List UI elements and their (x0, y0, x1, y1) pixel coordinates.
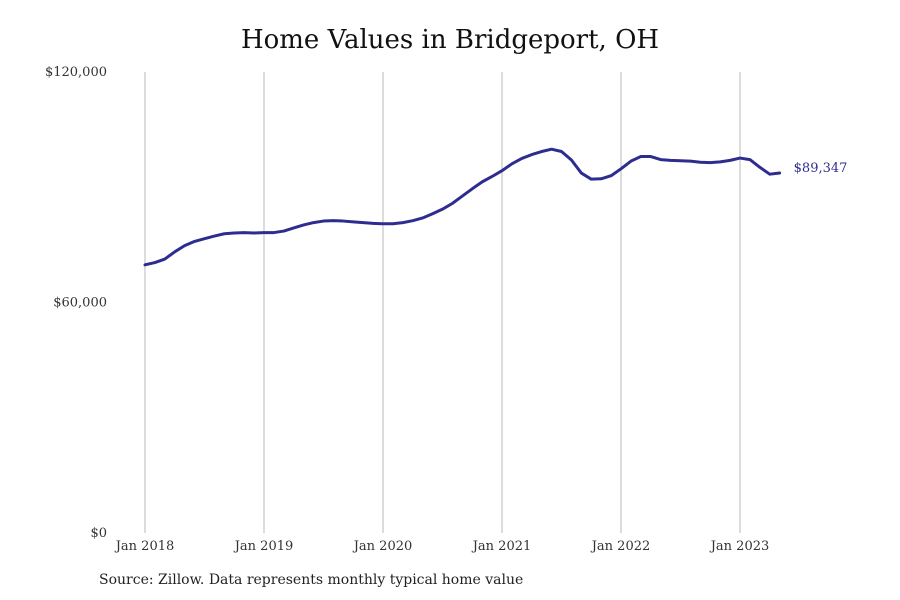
x-tick-label: Jan 2019 (233, 539, 294, 554)
x-axis-ticks: Jan 2018 Jan 2019 Jan 2020 Jan 2021 Jan 2022… (114, 539, 770, 554)
series-group: $89,347 (143, 147, 848, 267)
chart-title: Home Values in Bridgeport, OH (240, 25, 660, 55)
series-line (143, 147, 782, 267)
x-tick-label: Jan 2023 (709, 539, 770, 554)
end-value-label: $89,347 (794, 161, 848, 176)
x-tick-label: Jan 2022 (590, 539, 651, 554)
y-tick-label: $120,000 (45, 65, 107, 80)
x-tick-label: Jan 2021 (471, 539, 532, 554)
gridlines (144, 72, 741, 533)
y-tick-label: $60,000 (53, 296, 107, 311)
y-axis-ticks: $0 $60,000 $120,000 (45, 65, 107, 541)
x-tick-label: Jan 2018 (114, 539, 175, 554)
y-tick-label: $0 (90, 526, 107, 541)
source-note: Source: Zillow. Data represents monthly … (99, 572, 524, 588)
x-tick-label: Jan 2020 (352, 539, 413, 554)
